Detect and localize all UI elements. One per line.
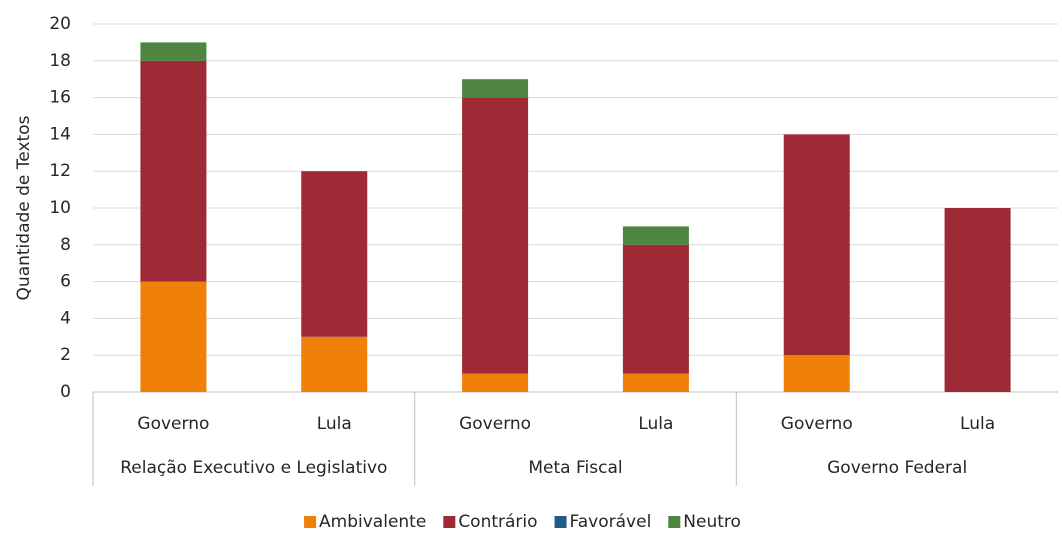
- legend-swatch: [443, 516, 456, 528]
- bar-segment: [140, 42, 207, 61]
- bar-segment: [944, 208, 1011, 392]
- bar-segment: [783, 355, 850, 392]
- legend-swatch: [668, 516, 681, 528]
- y-tick-label: 4: [60, 308, 71, 328]
- legend-label: Favorável: [570, 512, 652, 532]
- y-tick-label: 16: [49, 88, 71, 108]
- bar-segment: [462, 373, 529, 392]
- group-label: Governo Federal: [827, 458, 967, 478]
- group-label: Meta Fiscal: [528, 458, 622, 478]
- legend-swatch: [304, 516, 317, 528]
- bar-segment: [462, 97, 529, 374]
- y-tick-label: 12: [49, 161, 71, 181]
- x-tick-label: Governo: [459, 414, 531, 434]
- legend-label: Ambivalente: [319, 512, 426, 532]
- bar-segment: [462, 79, 529, 98]
- y-tick-label: 14: [49, 124, 71, 144]
- group-label: Relação Executivo e Legislativo: [120, 458, 387, 478]
- y-tick-label: 6: [60, 272, 71, 292]
- bar-segment: [622, 244, 689, 374]
- bar-segment: [622, 226, 689, 245]
- legend-label: Neutro: [683, 512, 741, 532]
- bar-segment: [140, 281, 207, 392]
- legend-label: Contrário: [458, 512, 537, 532]
- y-tick-label: 2: [60, 345, 71, 365]
- bar-segment: [301, 171, 368, 337]
- y-tick-label: 10: [49, 198, 71, 218]
- y-tick-label: 20: [49, 14, 71, 34]
- bar-segment: [301, 336, 368, 392]
- x-tick-label: Lula: [317, 414, 352, 434]
- y-axis-label: Quantidade de Textos: [14, 115, 34, 300]
- x-tick-label: Governo: [137, 414, 209, 434]
- bar-segment: [622, 373, 689, 392]
- y-tick-label: 18: [49, 51, 71, 71]
- bar-segment: [783, 134, 850, 356]
- bar-segment: [140, 60, 207, 282]
- x-tick-label: Lula: [960, 414, 995, 434]
- y-tick-label: 0: [60, 382, 71, 402]
- y-tick-label: 8: [60, 235, 71, 255]
- legend-swatch: [554, 516, 567, 528]
- x-tick-label: Governo: [781, 414, 853, 434]
- x-tick-label: Lula: [638, 414, 673, 434]
